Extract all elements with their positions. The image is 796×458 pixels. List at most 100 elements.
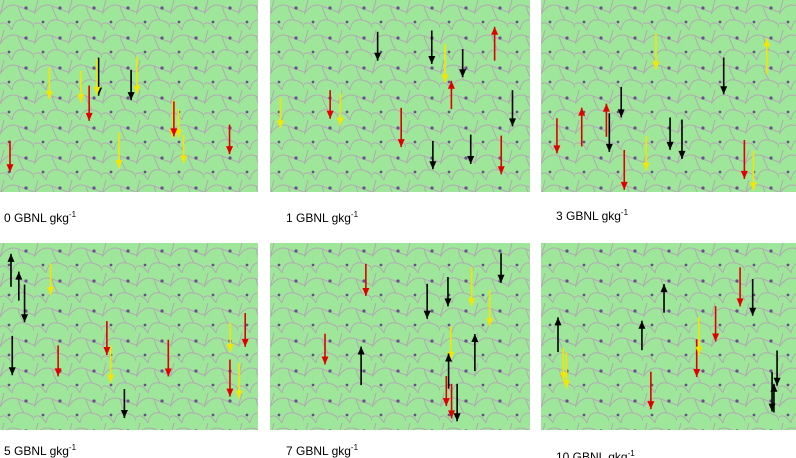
- arrow: [241, 313, 249, 347]
- arrow: [7, 253, 15, 287]
- arrow: [605, 113, 613, 152]
- arrow: [120, 389, 128, 419]
- panel-label: 3 GBNL gkg-1: [556, 208, 628, 223]
- arrow: [47, 263, 55, 295]
- arrow: [638, 320, 646, 351]
- arrow: [559, 347, 567, 381]
- arrow: [497, 135, 505, 175]
- arrow: [736, 267, 744, 307]
- micrograph: [541, 243, 796, 430]
- panel-label: 1 GBNL gkg-1: [286, 210, 358, 225]
- label-text: 10 GBNL gkg: [556, 450, 628, 458]
- arrow: [497, 253, 505, 283]
- arrow: [321, 333, 329, 365]
- arrow: [693, 339, 701, 377]
- arrow: [562, 352, 570, 389]
- arrow: [8, 335, 16, 376]
- arrow: [21, 284, 29, 323]
- label-text: 3 GBNL gkg: [556, 209, 621, 223]
- arrow: [54, 345, 62, 377]
- arrow: [448, 383, 456, 419]
- label-text: 1 GBNL gkg: [286, 211, 351, 225]
- arrow: [107, 345, 115, 383]
- arrow: [647, 371, 655, 410]
- arrow: [471, 334, 479, 372]
- panel-label: 0 GBNL gkg-1: [4, 210, 76, 225]
- micrograph: [541, 0, 796, 192]
- label-superscript: -1: [627, 449, 635, 458]
- arrow: [115, 132, 123, 169]
- label-text: 5 GBNL gkg: [4, 444, 69, 458]
- arrow: [578, 107, 586, 147]
- arrow: [133, 56, 141, 94]
- arrow: [429, 140, 437, 170]
- arrow: [326, 90, 334, 119]
- arrow: [666, 117, 674, 150]
- arrow: [642, 135, 650, 171]
- arrow: [444, 276, 452, 307]
- arrow: [170, 101, 178, 137]
- arrow: [357, 346, 365, 386]
- arrow: [423, 283, 431, 319]
- arrow: [660, 284, 668, 313]
- arrow: [491, 26, 499, 61]
- arrow: [740, 139, 748, 179]
- arrow: [453, 383, 461, 422]
- arrow: [602, 103, 610, 137]
- micrograph: [0, 243, 258, 430]
- label-superscript: -1: [68, 210, 77, 219]
- arrow: [15, 271, 23, 301]
- arrow: [486, 290, 494, 327]
- arrow: [442, 376, 450, 407]
- arrow: [397, 107, 405, 148]
- arrow: [447, 80, 455, 110]
- label-superscript: -1: [350, 443, 359, 452]
- arrow: [164, 339, 172, 377]
- arrow: [6, 140, 14, 173]
- arrow: [235, 362, 243, 399]
- label-text: 7 GBNL gkg: [286, 444, 351, 458]
- arrow: [226, 359, 234, 397]
- arrow: [617, 86, 625, 118]
- arrow: [276, 97, 284, 129]
- arrow: [445, 353, 453, 389]
- arrow: [85, 85, 93, 121]
- arrow: [441, 43, 449, 83]
- arrow: [695, 317, 703, 355]
- arrow: [620, 149, 628, 190]
- arrow: [428, 30, 436, 64]
- micrograph: [270, 0, 530, 192]
- arrow: [336, 93, 344, 126]
- arrow: [773, 350, 781, 386]
- arrow: [226, 124, 234, 155]
- panel-label: 7 GBNL gkg-1: [286, 443, 358, 458]
- arrow: [362, 263, 370, 296]
- panel-label: 10 GBNL gkg-1: [556, 449, 635, 458]
- label-superscript: -1: [68, 443, 77, 452]
- arrow: [467, 134, 475, 164]
- arrow: [374, 31, 382, 61]
- arrow: [127, 69, 135, 101]
- micrograph: [0, 0, 258, 192]
- arrow: [93, 58, 101, 95]
- arrow: [554, 317, 562, 353]
- arrow: [468, 267, 476, 307]
- arrow: [712, 306, 720, 342]
- label-text: 0 GBNL gkg: [4, 211, 69, 225]
- arrow: [749, 150, 757, 191]
- arrow: [652, 33, 660, 70]
- arrow: [508, 90, 516, 127]
- arrow: [180, 134, 188, 164]
- arrow: [749, 279, 757, 316]
- arrow: [720, 57, 728, 95]
- arrow: [459, 49, 467, 78]
- arrow: [226, 322, 234, 353]
- arrow: [768, 372, 776, 412]
- arrow: [45, 67, 53, 100]
- label-superscript: -1: [350, 210, 359, 219]
- arrow: [763, 38, 771, 75]
- arrow: [553, 118, 561, 154]
- arrow: [174, 109, 182, 138]
- arrow: [103, 321, 111, 356]
